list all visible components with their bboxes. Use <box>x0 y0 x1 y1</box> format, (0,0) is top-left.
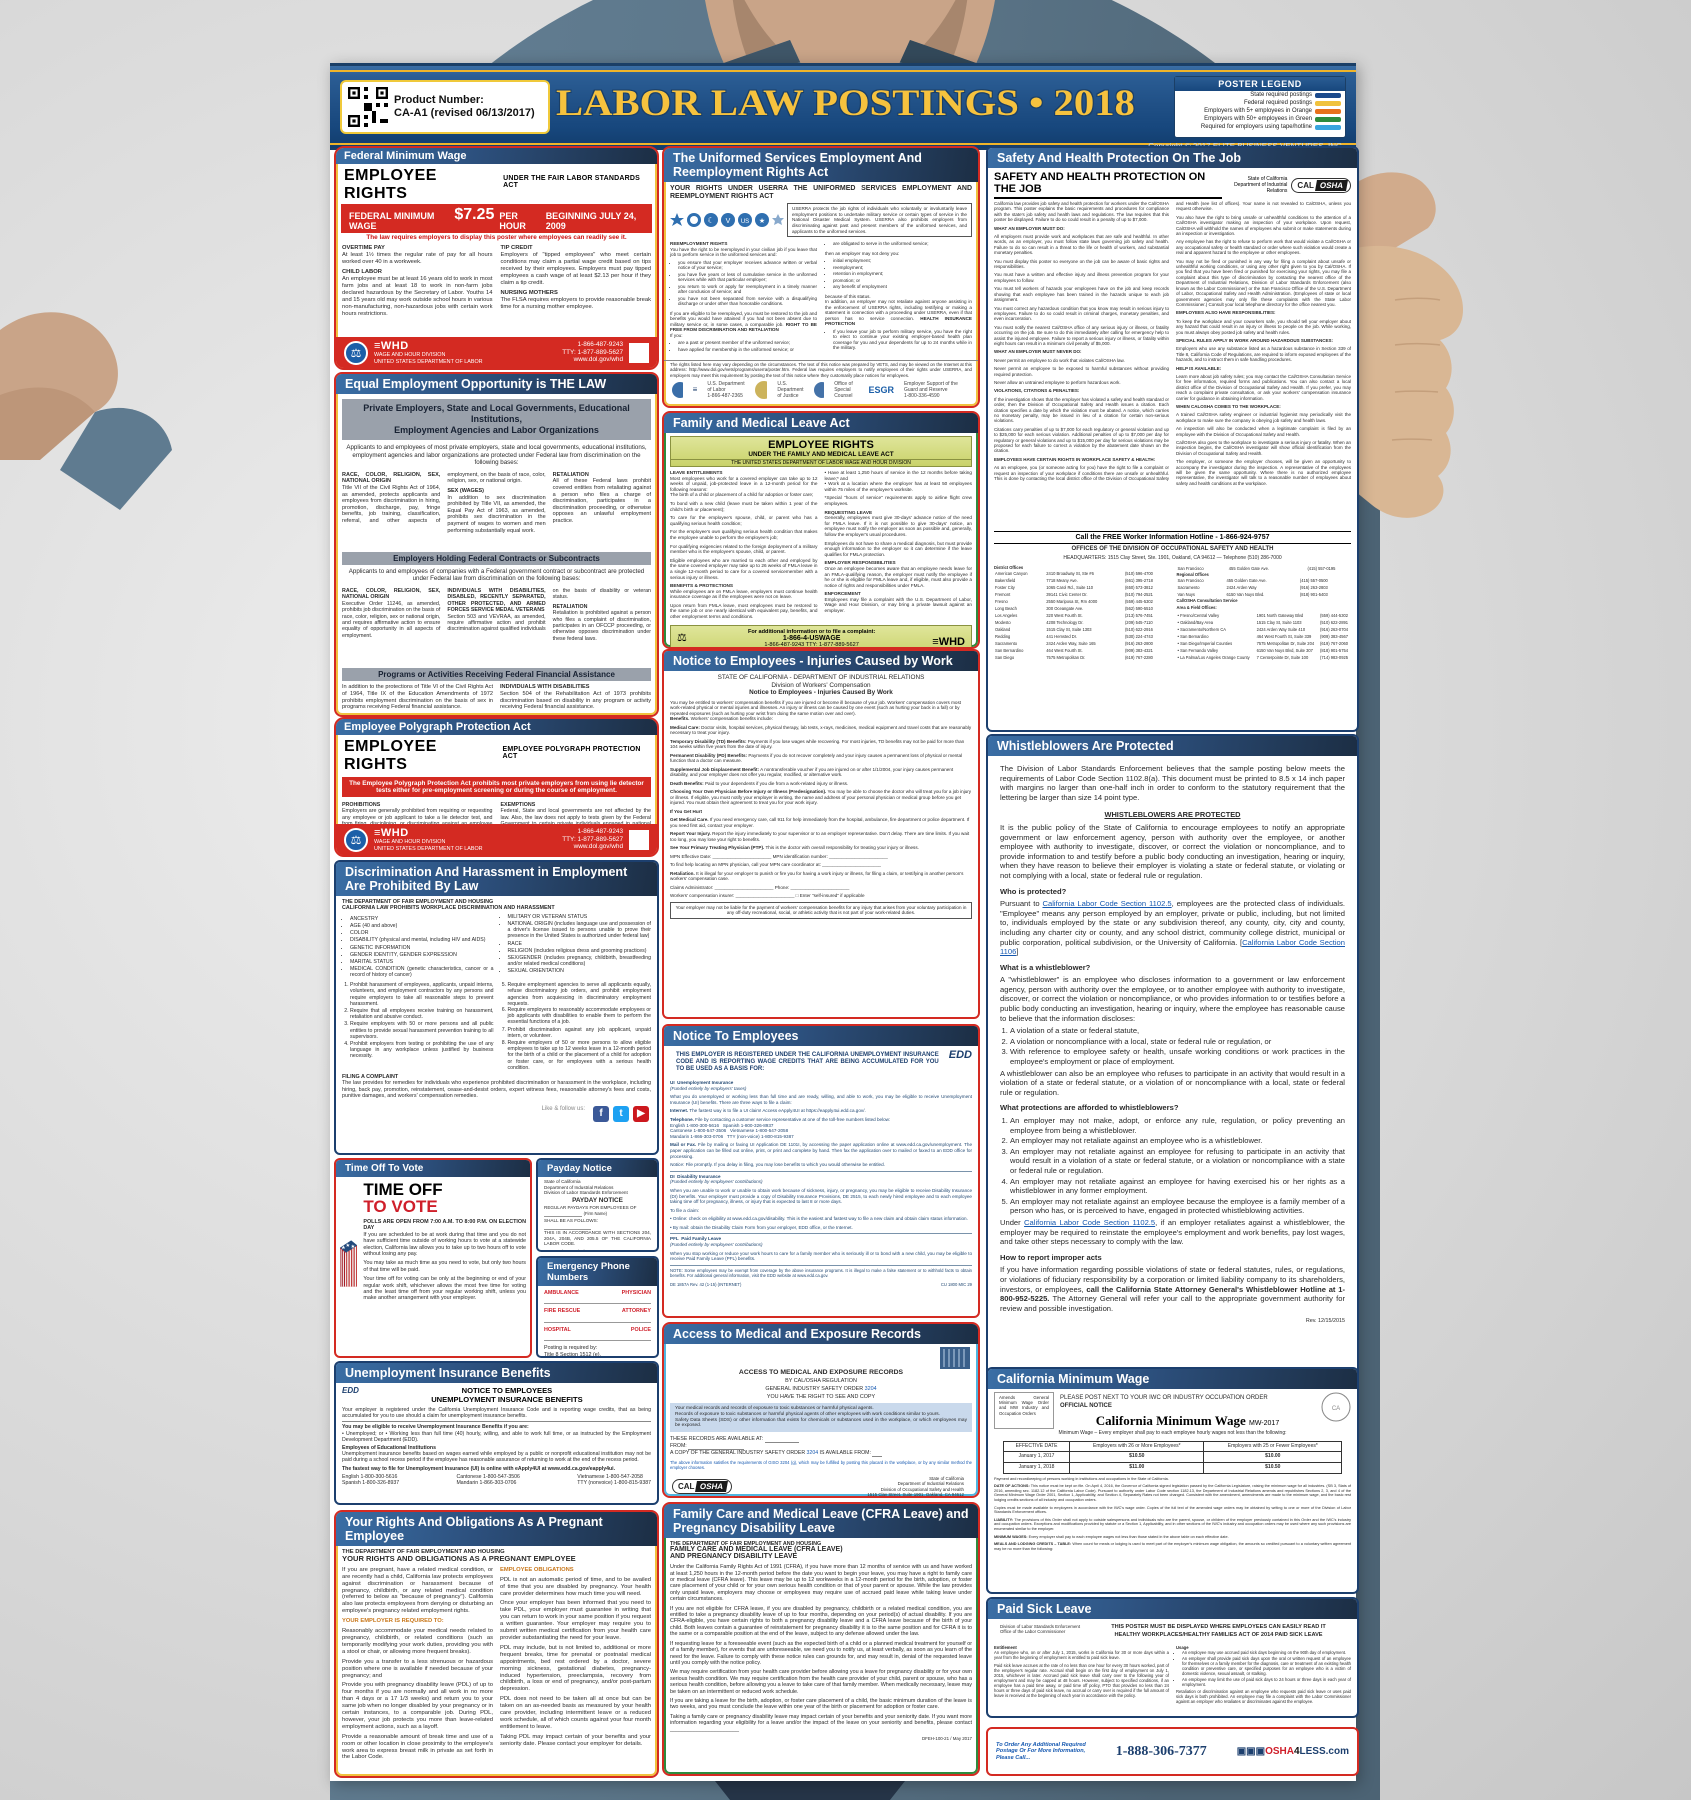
svg-text:US: US <box>741 219 749 225</box>
svg-text:☾: ☾ <box>707 216 714 225</box>
svg-text:CA: CA <box>1332 1406 1340 1412</box>
svg-text:V: V <box>726 218 731 225</box>
svg-text:★: ★ <box>759 217 765 225</box>
